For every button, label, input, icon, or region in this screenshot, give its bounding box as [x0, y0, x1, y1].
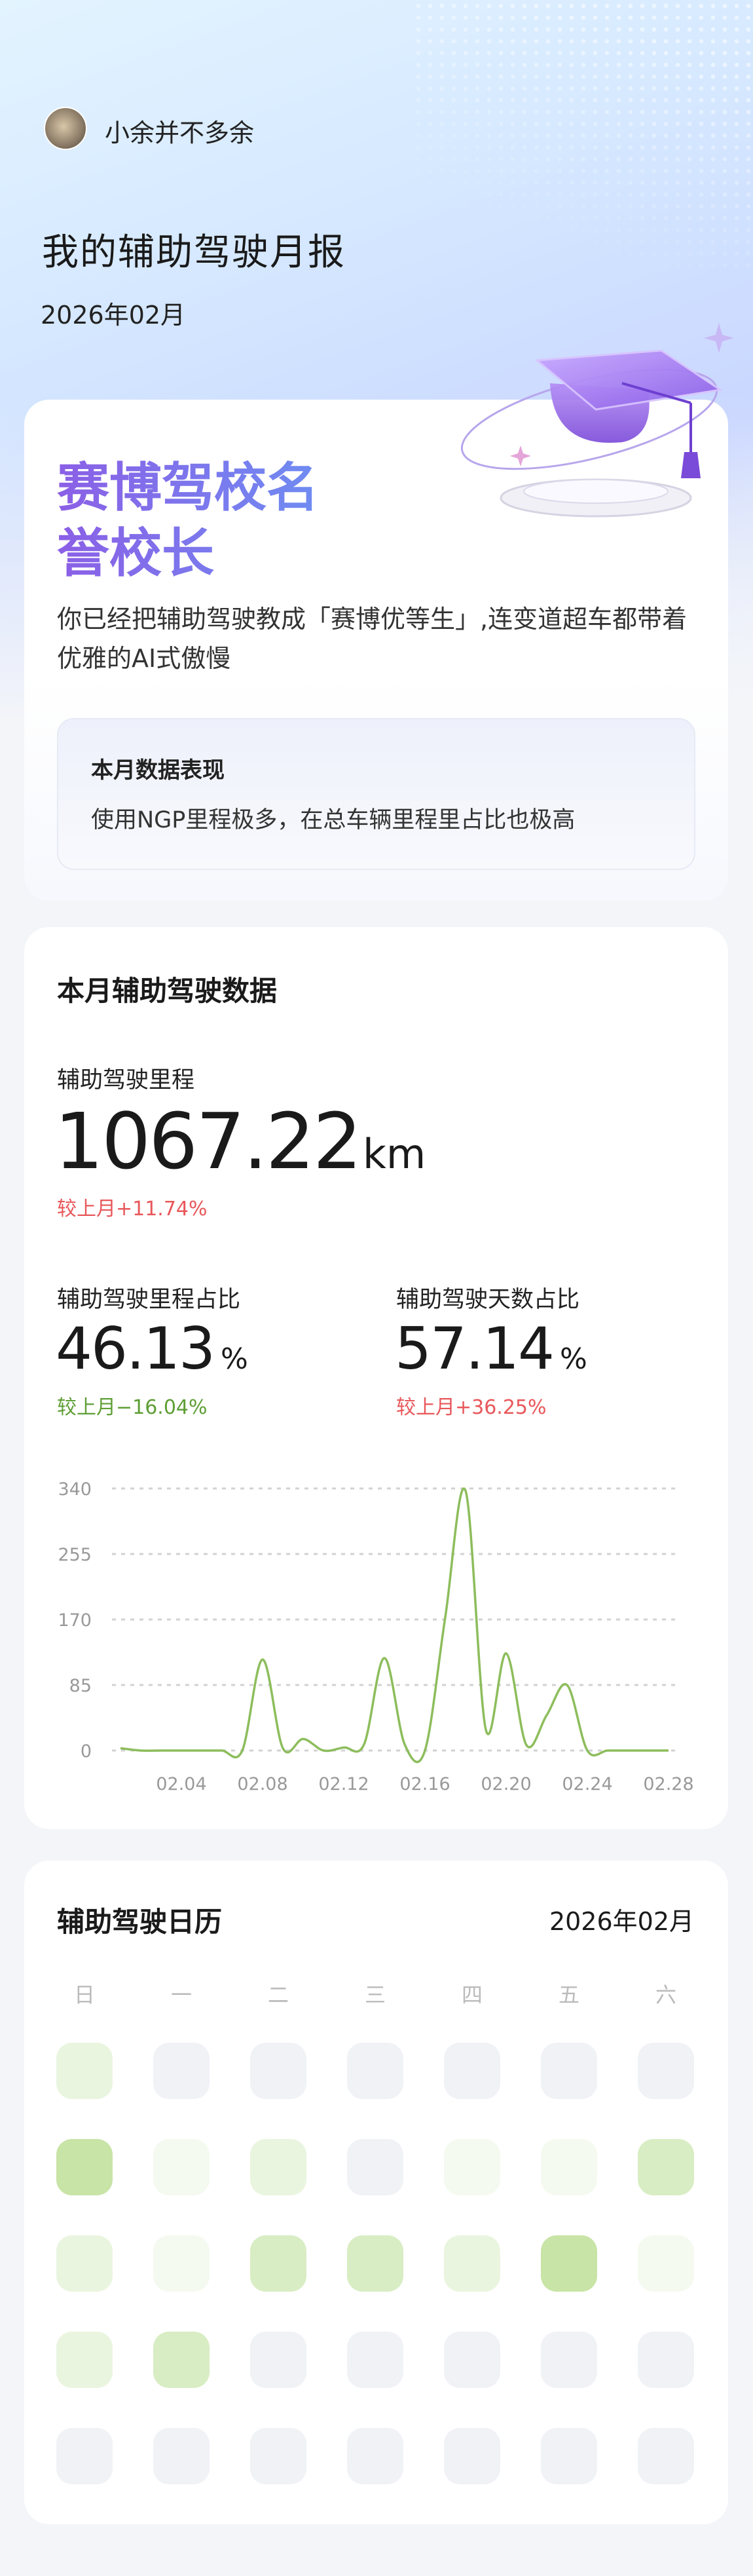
weekday-label: 三 [364, 1982, 386, 2007]
calendar-day-13[interactable] [541, 2139, 597, 2195]
calendar-day-26[interactable] [444, 2332, 500, 2388]
mileage-line [120, 1487, 669, 1763]
calendar-day-7[interactable] [638, 2043, 694, 2099]
calendar-day-14[interactable] [638, 2139, 694, 2195]
x-tick-label: 02.04 [156, 1774, 206, 1794]
calendar-day-8[interactable] [56, 2139, 113, 2195]
performance-box: 本月数据表现 使用NGP里程极多，在总车辆里程里占比也极高 [57, 718, 695, 870]
calendar-day-23[interactable] [153, 2332, 210, 2388]
x-tick-label: 02.12 [318, 1774, 369, 1794]
calendar-day-20[interactable] [541, 2235, 597, 2292]
y-tick-label: 340 [58, 1479, 92, 1500]
weekday-label: 五 [558, 1982, 579, 2007]
performance-title: 本月数据表现 [91, 757, 225, 784]
mileage-share-value: 46.13% [56, 1320, 248, 1378]
badge-title: 赛博驾校名 誉校长 [57, 455, 319, 586]
calendar-day-19[interactable] [444, 2235, 500, 2292]
calendar-empty-cell [541, 2428, 597, 2484]
y-tick-label: 0 [81, 1741, 92, 1762]
weekday-label: 一 [170, 1982, 192, 2007]
calendar-card: 辅助驾驶日历 2026年02月 日 一 二 三 四 五 六 [24, 1861, 728, 2524]
calendar-day-1[interactable] [56, 2043, 113, 2099]
performance-text: 使用NGP里程极多，在总车辆里程里占比也极高 [91, 807, 576, 833]
calendar-day-22[interactable] [56, 2332, 113, 2388]
y-tick-label: 170 [58, 1610, 92, 1631]
calendar-day-17[interactable] [250, 2235, 306, 2292]
mileage-number: 1067.22 [54, 1096, 362, 1186]
days-share-unit: % [559, 1342, 587, 1376]
mileage-value: 1067.22km [54, 1103, 426, 1180]
calendar-title: 辅助驾驶日历 [57, 1906, 223, 1938]
y-tick-label: 85 [69, 1676, 92, 1696]
calendar-day-24[interactable] [250, 2332, 306, 2388]
weekday-label: 四 [461, 1982, 483, 2007]
stats-card: 本月辅助驾驶数据 辅助驾驶里程 1067.22km 较上月+11.74% 辅助驾… [24, 927, 728, 1829]
x-tick-label: 02.16 [399, 1774, 450, 1794]
days-share-value: 57.14% [395, 1320, 587, 1378]
calendar-day-27[interactable] [541, 2332, 597, 2388]
calendar-day-21[interactable] [638, 2235, 694, 2292]
mileage-label: 辅助驾驶里程 [57, 1067, 195, 1093]
calendar-day-6[interactable] [541, 2043, 597, 2099]
x-tick-label: 02.08 [237, 1774, 287, 1794]
calendar-day-4[interactable] [347, 2043, 403, 2099]
calendar-empty-cell [56, 2428, 113, 2484]
x-tick-label: 02.20 [481, 1774, 531, 1794]
days-share-number: 57.14 [395, 1315, 555, 1382]
mileage-change: 较上月+11.74% [57, 1198, 208, 1221]
mileage-share-label: 辅助驾驶里程占比 [57, 1287, 241, 1313]
calendar-day-15[interactable] [56, 2235, 113, 2292]
calendar-day-12[interactable] [444, 2139, 500, 2195]
calendar-day-10[interactable] [250, 2139, 306, 2195]
calendar-day-5[interactable] [444, 2043, 500, 2099]
calendar-empty-cell [444, 2428, 500, 2484]
mileage-share-number: 46.13 [56, 1315, 215, 1382]
y-tick-label: 255 [58, 1545, 92, 1565]
badge-description: 你已经把辅助驾驶教成「赛博优等生」,连变道超车都带着优雅的AI式傲慢 [57, 605, 688, 673]
calendar-empty-cell [250, 2428, 306, 2484]
x-tick-label: 02.28 [643, 1774, 693, 1794]
calendar-day-2[interactable] [153, 2043, 210, 2099]
calendar-day-11[interactable] [347, 2139, 403, 2195]
calendar-day-18[interactable] [347, 2235, 403, 2292]
calendar-empty-cell [153, 2428, 210, 2484]
graduation-cap-icon [460, 323, 733, 518]
calendar-month: 2026年02月 [549, 1907, 694, 1936]
username: 小余并不多余 [105, 119, 255, 147]
weekday-label: 二 [267, 1982, 289, 2007]
daily-mileage-chart: 0 85 170 255 340 02.04 02.08 02.12 02.16 02.20 02.… [58, 1479, 693, 1794]
calendar-day-16[interactable] [153, 2235, 210, 2292]
badge-title-line1: 赛博驾校名 [57, 457, 319, 518]
dot-pattern [413, 0, 753, 275]
calendar-day-3[interactable] [250, 2043, 306, 2099]
mileage-share-unit: % [220, 1342, 248, 1376]
calendar-day-28[interactable] [638, 2332, 694, 2388]
weekday-label: 六 [655, 1982, 676, 2007]
report-month: 2026年02月 [41, 301, 186, 330]
stats-title: 本月辅助驾驶数据 [57, 975, 278, 1007]
page-title: 我的辅助驾驶月报 [42, 231, 346, 274]
mileage-unit: km [362, 1130, 426, 1178]
badge-title-line2: 誉校长 [57, 523, 214, 584]
calendar-empty-cell [638, 2428, 694, 2484]
calendar-empty-cell [347, 2428, 403, 2484]
x-tick-label: 02.24 [562, 1774, 612, 1794]
days-share-label: 辅助驾驶天数占比 [396, 1287, 580, 1313]
days-share-change: 较上月+36.25% [396, 1396, 547, 1419]
avatar[interactable] [44, 107, 87, 150]
calendar-day-25[interactable] [347, 2332, 403, 2388]
mileage-share-change: 较上月−16.04% [57, 1396, 208, 1419]
calendar-day-9[interactable] [153, 2139, 210, 2195]
weekday-label: 日 [73, 1982, 95, 2007]
